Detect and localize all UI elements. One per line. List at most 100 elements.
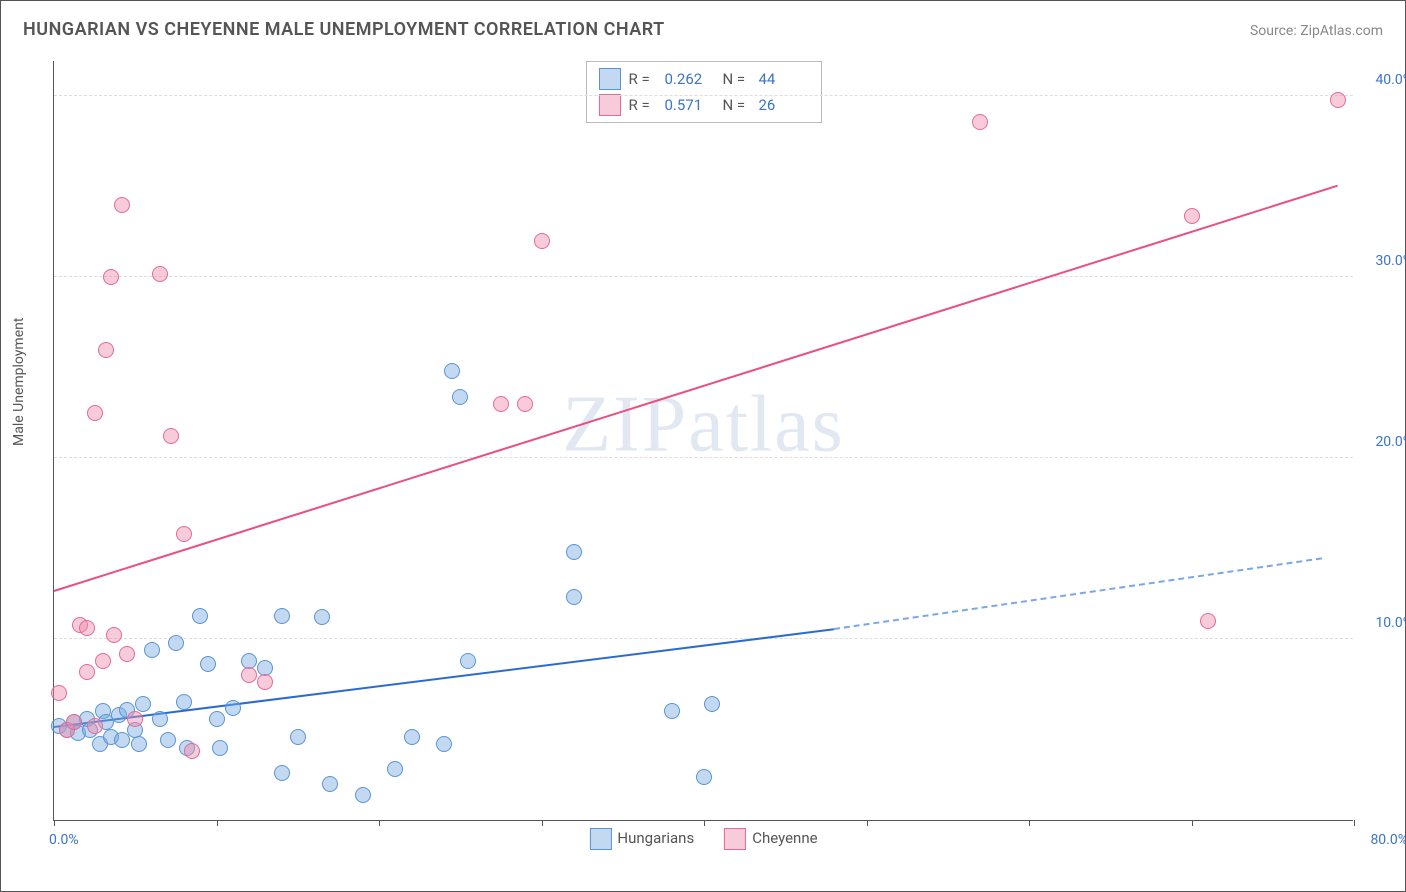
data-point (274, 608, 290, 624)
legend-swatch (589, 828, 611, 850)
data-point (176, 694, 192, 710)
y-tick-label: 10.0% (1375, 615, 1406, 631)
y-tick-label: 30.0% (1375, 253, 1406, 269)
data-point (704, 696, 720, 712)
data-point (664, 703, 680, 719)
data-point (452, 389, 468, 405)
data-point (387, 761, 403, 777)
data-point (1184, 208, 1200, 224)
data-point (493, 396, 509, 412)
data-point (184, 743, 200, 759)
data-point (79, 620, 95, 636)
data-point (200, 656, 216, 672)
data-point (152, 711, 168, 727)
data-point (274, 765, 290, 781)
data-point (127, 711, 143, 727)
data-point (135, 696, 151, 712)
plot-area: ZIPatlas R =0.262N =44R =0.571N =26 Hung… (53, 61, 1353, 821)
data-point (87, 718, 103, 734)
r-label: R = (629, 96, 657, 114)
data-point (79, 664, 95, 680)
data-point (176, 526, 192, 542)
data-point (87, 405, 103, 421)
data-point (119, 646, 135, 662)
data-point (131, 736, 147, 752)
y-tick-label: 40.0% (1375, 72, 1406, 88)
n-value: 44 (759, 70, 809, 88)
source-label: Source: (1250, 23, 1300, 39)
x-axis-max-label: 80.0% (1370, 832, 1406, 848)
legend-row: R = 0.262 N = 44 (599, 66, 809, 92)
data-point (404, 729, 420, 745)
data-point (444, 363, 460, 379)
legend-swatch (599, 68, 621, 90)
legend-swatch (724, 828, 746, 850)
series-legend: Hungarians Cheyenne (589, 828, 817, 850)
data-point (322, 776, 338, 792)
data-point (257, 674, 273, 690)
data-point (290, 729, 306, 745)
data-point (51, 685, 67, 701)
x-tick (379, 820, 380, 826)
legend-swatch (599, 94, 621, 116)
x-axis-min-label: 0.0% (49, 832, 79, 848)
data-point (534, 233, 550, 249)
data-point (696, 769, 712, 785)
trend-line (54, 185, 1338, 592)
n-value: 26 (759, 96, 809, 114)
gridline (54, 638, 1353, 639)
y-tick-label: 20.0% (1375, 434, 1406, 450)
y-axis-label: Male Unemployment (11, 318, 27, 446)
data-point (1200, 613, 1216, 629)
data-point (114, 197, 130, 213)
data-point (241, 667, 257, 683)
data-point (209, 711, 225, 727)
x-tick (217, 820, 218, 826)
data-point (163, 428, 179, 444)
gridline (54, 95, 1353, 96)
data-point (1330, 92, 1346, 108)
legend-label: Cheyenne (752, 829, 817, 847)
data-point (103, 269, 119, 285)
n-label: N = (723, 96, 751, 114)
legend-item: Hungarians (589, 828, 694, 850)
data-point (66, 714, 82, 730)
r-value: 0.571 (665, 96, 715, 114)
r-label: R = (629, 70, 657, 88)
gridline (54, 276, 1353, 277)
data-point (160, 732, 176, 748)
data-point (98, 342, 114, 358)
data-point (436, 736, 452, 752)
x-tick (1192, 820, 1193, 826)
data-point (106, 627, 122, 643)
data-point (212, 740, 228, 756)
data-point (566, 544, 582, 560)
data-point (114, 732, 130, 748)
data-point (168, 635, 184, 651)
data-point (314, 609, 330, 625)
trend-line (834, 557, 1322, 630)
data-point (972, 114, 988, 130)
data-point (152, 266, 168, 282)
x-tick (1029, 820, 1030, 826)
x-tick (704, 820, 705, 826)
data-point (566, 589, 582, 605)
data-point (517, 396, 533, 412)
x-tick (542, 820, 543, 826)
legend-label: Hungarians (617, 829, 694, 847)
legend-item: Cheyenne (724, 828, 817, 850)
x-tick (1354, 820, 1355, 826)
data-point (95, 653, 111, 669)
gridline (54, 457, 1353, 458)
source-attribution: Source: ZipAtlas.com (1250, 23, 1383, 39)
correlation-legend: R = 0.262 N = 44 R = 0.571 N = 26 (586, 61, 822, 123)
n-label: N = (723, 70, 751, 88)
source-link[interactable]: ZipAtlas.com (1300, 23, 1383, 39)
data-point (355, 787, 371, 803)
watermark-atlas: atlas (688, 381, 845, 469)
chart-container: HUNGARIAN VS CHEYENNE MALE UNEMPLOYMENT … (0, 0, 1406, 892)
data-point (225, 700, 241, 716)
data-point (460, 653, 476, 669)
r-value: 0.262 (665, 70, 715, 88)
data-point (192, 608, 208, 624)
